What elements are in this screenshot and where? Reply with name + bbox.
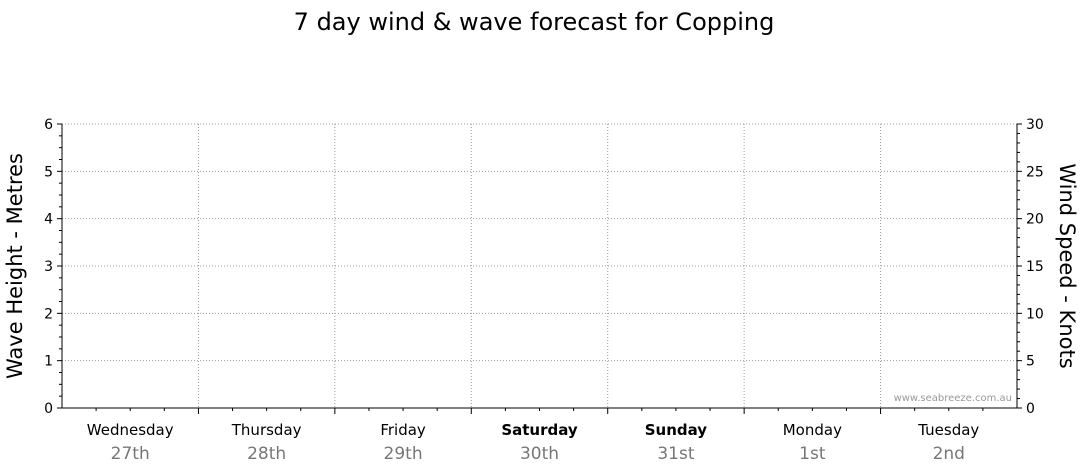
day-label: Tuesday (917, 421, 979, 439)
grid (62, 123, 1017, 408)
right-tick-label: 10 (1026, 306, 1044, 322)
day-date: 28th (247, 444, 286, 464)
right-tick-label: 20 (1026, 212, 1044, 228)
watermark: www.seabreeze.com.au (894, 393, 1012, 404)
left-tick-label: 6 (44, 117, 53, 133)
day-label: Thursday (231, 421, 302, 439)
right-tick-label: 30 (1026, 117, 1044, 133)
day-date: 2nd (933, 444, 965, 464)
chart-title: 7 day wind & wave forecast for Copping (294, 8, 775, 36)
right-tick-label: 25 (1026, 164, 1044, 180)
left-tick-label: 1 (44, 354, 53, 370)
x-ticks: Wednesday 27th Thursday 28th Friday 29th Satur… (87, 408, 984, 464)
day-date: 31st (657, 444, 694, 464)
y-axis-left-label: Wave Height - Metres (3, 153, 27, 379)
day-label: Friday (380, 421, 426, 439)
day-date: 1st (799, 444, 826, 464)
left-ticks: 0 1 2 3 4 5 6 (44, 117, 62, 417)
left-tick-label: 3 (44, 259, 53, 275)
left-tick-label: 5 (44, 164, 53, 180)
right-tick-label: 15 (1026, 259, 1044, 275)
left-tick-label: 2 (44, 306, 53, 322)
left-tick-label: 0 (44, 401, 53, 417)
y-axis-right-label: Wind Speed - Knots (1055, 163, 1079, 368)
day-date: 27th (111, 444, 150, 464)
right-ticks: 0 5 10 15 20 25 30 (1017, 117, 1044, 417)
day-label: Sunday (645, 421, 708, 439)
day-label: Saturday (501, 421, 578, 439)
right-tick-label: 0 (1026, 401, 1035, 417)
right-tick-label: 5 (1026, 354, 1035, 370)
left-tick-label: 4 (44, 212, 53, 228)
day-label: Monday (783, 421, 842, 439)
day-date: 30th (520, 444, 559, 464)
day-label: Wednesday (87, 421, 174, 439)
day-date: 29th (384, 444, 423, 464)
